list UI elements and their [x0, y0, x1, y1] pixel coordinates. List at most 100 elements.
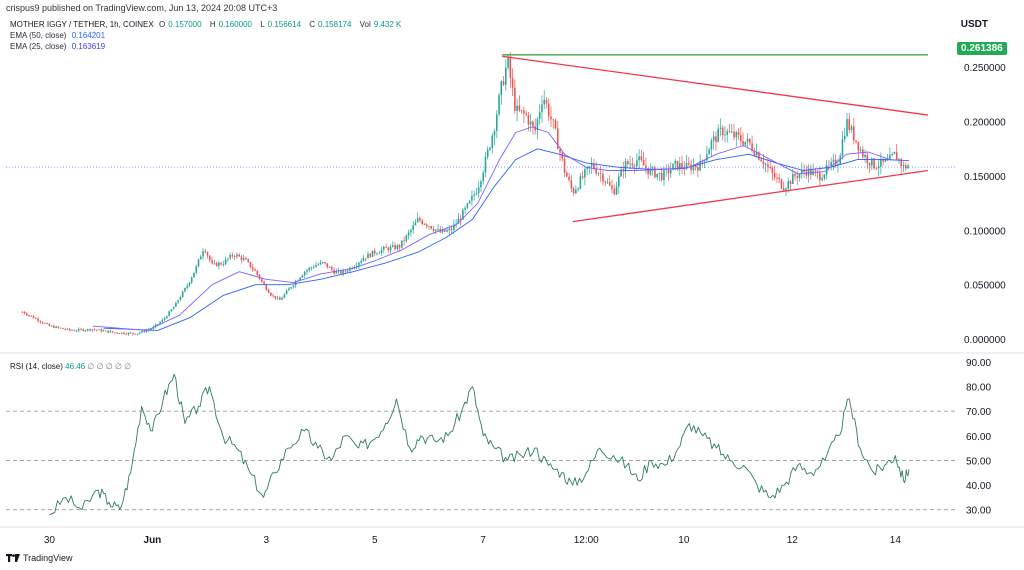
candle-body-364	[843, 136, 846, 140]
candle-body-111	[272, 295, 274, 297]
candle-body-95	[236, 254, 238, 257]
candle-body-26	[80, 329, 82, 330]
candle-body-299	[697, 167, 699, 171]
candle-body-46	[125, 333, 127, 335]
candle-body-236	[554, 120, 557, 129]
candle-body-57	[150, 328, 152, 330]
candle-body-17	[59, 327, 62, 329]
candle-body-186	[441, 229, 444, 233]
currency-label[interactable]: USDT	[960, 19, 988, 30]
candle-body-171	[407, 232, 410, 236]
candle-body-259	[606, 181, 609, 183]
candle-body-375	[868, 162, 871, 166]
candle-body-225	[529, 121, 532, 125]
candle-body-253	[593, 163, 595, 169]
candle-body-169	[403, 240, 405, 242]
price-tick-4: 0.050000	[964, 281, 1006, 292]
candle-body-99	[245, 258, 247, 260]
candle-body-296	[690, 164, 692, 171]
candle-body-144	[346, 270, 349, 272]
candle-body-239	[561, 152, 564, 159]
candle-body-226	[532, 121, 534, 127]
time-tick-6: 10	[678, 535, 690, 546]
symbol-label[interactable]: MOTHER IGGY / TETHER, 1h, COINEX	[10, 20, 154, 29]
candle-body-109	[267, 289, 270, 293]
candle-body-22	[71, 330, 73, 331]
candle-body-201	[475, 193, 478, 195]
candle-body-81	[204, 251, 207, 253]
candle-body-193	[457, 218, 460, 224]
candle-body-294	[685, 162, 688, 170]
candle-body-163	[389, 246, 392, 251]
candle-body-206	[486, 149, 489, 157]
time-tick-1: Jun	[144, 535, 162, 546]
rsi-legend[interactable]: RSI (14, close) 46.46 ∅ ∅ ∅ ∅ ∅	[10, 362, 131, 371]
rsi-tick-0: 90.00	[966, 358, 991, 369]
candle-body-172	[410, 229, 412, 233]
candle-body-141	[340, 270, 342, 274]
candle-body-86	[215, 262, 218, 267]
tradingview-logo-icon	[6, 554, 20, 562]
candle-body-159	[380, 249, 383, 253]
candle-body-258	[604, 181, 607, 183]
candle-body-283	[660, 172, 663, 181]
candle-body-267	[624, 161, 627, 172]
candle-body-385	[891, 153, 893, 155]
candle-body-198	[468, 200, 471, 204]
ema50-legend[interactable]: EMA (50, close) 0.164201	[10, 31, 106, 40]
candle-body-50	[134, 333, 137, 335]
candle-body-326	[758, 152, 760, 160]
candle-body-18	[62, 328, 64, 329]
candle-body-233	[547, 103, 550, 117]
price-tick-2: 0.150000	[964, 172, 1006, 183]
candle-body-234	[550, 116, 552, 120]
price-tick-0: 0.250000	[964, 63, 1006, 74]
candle-body-65	[168, 311, 170, 317]
candle-body-224	[527, 114, 530, 125]
candle-body-279	[651, 167, 654, 169]
candle-body-153	[367, 253, 369, 259]
candle-body-54	[143, 330, 146, 332]
candle-body-289	[674, 160, 677, 164]
candle-body-311	[724, 134, 726, 136]
candle-body-243	[570, 180, 573, 189]
candle-body-107	[263, 281, 265, 285]
candle-body-205	[484, 156, 487, 173]
candle-body-155	[371, 250, 374, 257]
candle-body-137	[331, 267, 333, 270]
candle-body-371	[859, 149, 862, 151]
candle-body-152	[364, 258, 367, 260]
candle-body-359	[832, 159, 835, 163]
candle-body-87	[218, 262, 220, 267]
candle-body-92	[229, 254, 231, 259]
tradingview-brand[interactable]: TradingView	[6, 553, 73, 563]
rsi-tick-1: 80.00	[966, 383, 991, 394]
candle-body-381	[882, 158, 884, 162]
candle-body-349	[810, 168, 812, 176]
candle-body-377	[873, 158, 875, 169]
candle-body-52	[138, 332, 141, 334]
candle-body-252	[590, 163, 593, 167]
candle-body-68	[175, 302, 177, 307]
candle-body-312	[726, 131, 729, 135]
candle-body-281	[656, 173, 658, 178]
candle-body-192	[455, 223, 457, 225]
price-legend: MOTHER IGGY / TETHER, 1h, COINEX O 0.1570…	[10, 19, 407, 52]
candle-body-189	[448, 228, 451, 231]
candle-body-170	[405, 235, 408, 242]
candle-body-376	[871, 158, 873, 166]
candle-body-3	[28, 315, 30, 316]
candle-body-367	[850, 126, 853, 131]
candle-body-164	[392, 245, 394, 247]
candle-body-340	[789, 181, 792, 184]
candle-body-314	[730, 131, 733, 133]
candle-body-276	[645, 165, 647, 169]
candle-body-167	[398, 245, 401, 248]
ema25-legend[interactable]: EMA (25, close) 0.163619	[10, 42, 106, 51]
candle-body-391	[904, 165, 907, 169]
candle-body-271	[633, 165, 636, 167]
candle-body-131	[317, 264, 320, 266]
candle-body-290	[676, 160, 679, 170]
candle-body-332	[771, 167, 774, 174]
